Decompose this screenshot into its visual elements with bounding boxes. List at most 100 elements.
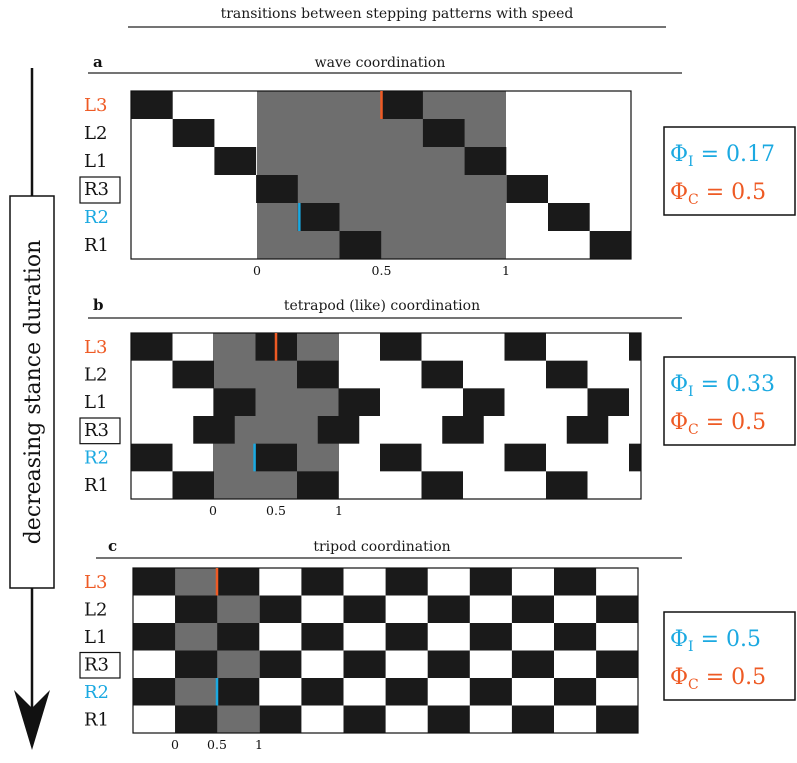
stance-block-r3	[256, 175, 298, 203]
phi-c-subscript: C	[688, 192, 699, 208]
leg-label-l2: L2	[84, 599, 107, 620]
stance-block-r1	[421, 471, 463, 499]
stance-block-r1	[427, 705, 470, 733]
phi-c-subscript: C	[688, 677, 699, 693]
leg-label-r1: R1	[84, 235, 109, 256]
svg-text:ΦC = 0.5: ΦC = 0.5	[670, 410, 766, 438]
stance-block-r1	[546, 471, 588, 499]
stance-block-r1	[339, 231, 382, 259]
phase-box: ΦI = 0.33 ΦC = 0.5	[663, 356, 796, 446]
svg-text:ΦI = 0.33: ΦI = 0.33	[670, 372, 775, 400]
phi-c-symbol: Φ	[670, 665, 688, 690]
stance-block-l1	[214, 147, 257, 175]
stance-block-l1	[301, 623, 344, 651]
stance-block-r2	[131, 443, 173, 472]
stance-block-l2	[421, 360, 463, 389]
stance-block-r3	[175, 650, 218, 678]
phi-i-subscript: I	[688, 639, 694, 655]
phase-box-frame	[663, 126, 796, 216]
stance-block-r1	[511, 705, 554, 733]
leg-label-l3: L3	[84, 572, 107, 593]
stance-block-l3	[301, 568, 344, 596]
stance-block-r2	[469, 678, 512, 706]
stance-block-l2	[343, 595, 386, 623]
leg-label-r3: R3	[84, 420, 109, 441]
tick-half: 0.5	[266, 503, 286, 518]
stance-block-l1	[217, 623, 260, 651]
stance-block-r2	[380, 443, 422, 472]
svg-text:ΦC = 0.5: ΦC = 0.5	[670, 665, 766, 693]
leg-label-l1: L1	[84, 151, 107, 172]
stance-block-r3	[442, 416, 484, 444]
side-label-box	[9, 195, 55, 589]
leg-label-r1: R1	[84, 475, 109, 496]
stance-block-l1	[338, 388, 380, 416]
stance-block-l2	[172, 119, 215, 147]
leg-label-box	[79, 176, 121, 204]
leg-label-r2: R2	[84, 448, 109, 469]
stance-block-r1	[297, 471, 339, 499]
stance-block-l1	[463, 388, 505, 416]
stance-block-l3	[380, 333, 422, 361]
phi-c-value: = 0.5	[699, 180, 766, 205]
stance-block-l3	[469, 568, 512, 596]
stepping-grid	[130, 332, 642, 500]
stance-block-r3	[511, 650, 554, 678]
tick-half: 0.5	[372, 263, 392, 278]
figure-title: transitions between stepping patterns wi…	[221, 6, 574, 22]
svg-text:ΦC = 0.5: ΦC = 0.5	[670, 180, 766, 208]
stance-block-l1	[469, 623, 512, 651]
phase-box-frame	[663, 611, 796, 701]
stance-block-r3	[566, 416, 609, 444]
stance-block-l3	[504, 333, 546, 361]
panel-title: tetrapod (like) coordination	[284, 298, 480, 314]
stance-block-l2	[175, 595, 218, 623]
phi-c-symbol: Φ	[670, 180, 688, 205]
leg-labels: L3 L2 L1 R3 R2 R1	[79, 337, 121, 496]
side-label: decreasing stance duration	[21, 240, 46, 545]
phase-ticks: 0 0.5 1	[171, 737, 263, 752]
stance-block-r1	[343, 705, 386, 733]
stance-block-r2	[301, 678, 344, 706]
phi-c-symbol: Φ	[670, 410, 688, 435]
stance-block-l2	[511, 595, 554, 623]
leg-label-r3: R3	[84, 179, 109, 200]
stance-block-r2	[255, 443, 297, 472]
leg-label-l2: L2	[84, 123, 107, 144]
phi-c-value: = 0.5	[699, 410, 766, 435]
stance-block-r2	[504, 443, 546, 472]
stance-block-l2	[422, 119, 465, 147]
leg-label-box	[79, 417, 121, 445]
phase-ticks: 0 0.5 1	[209, 503, 343, 518]
phi-i-value: = 0.33	[694, 372, 775, 397]
grid-frame	[130, 332, 642, 500]
phi-c-value: = 0.5	[699, 665, 766, 690]
leg-label-r2: R2	[84, 682, 109, 703]
panel-letter: a	[93, 53, 103, 71]
stance-block-r1	[589, 231, 631, 259]
stance-block-l2	[546, 360, 588, 389]
stance-block-l1	[214, 388, 256, 416]
tick-0: 0	[209, 503, 217, 518]
stance-block-r2	[217, 678, 260, 706]
leg-label-l1: L1	[84, 392, 107, 413]
stance-block-l2	[297, 360, 339, 389]
leg-label-box	[79, 651, 121, 679]
panel-title: wave coordination	[315, 55, 446, 71]
speed-arrow: decreasing stance duration	[9, 68, 55, 750]
tick-half: 0.5	[207, 737, 227, 752]
leg-label-l3: L3	[84, 337, 107, 358]
tick-0: 0	[253, 263, 261, 278]
leg-label-r3: R3	[84, 654, 109, 675]
stance-block-l2	[596, 595, 638, 623]
stance-block-l2	[427, 595, 470, 623]
stance-block-r1	[259, 705, 302, 733]
phi-i-symbol: Φ	[670, 372, 688, 397]
stance-block-l1	[587, 388, 629, 416]
stance-block-r3	[506, 175, 548, 203]
leg-label-r2: R2	[84, 207, 109, 228]
tick-1: 1	[255, 737, 263, 752]
phi-i-symbol: Φ	[670, 142, 688, 167]
stance-block-r3	[427, 650, 470, 678]
